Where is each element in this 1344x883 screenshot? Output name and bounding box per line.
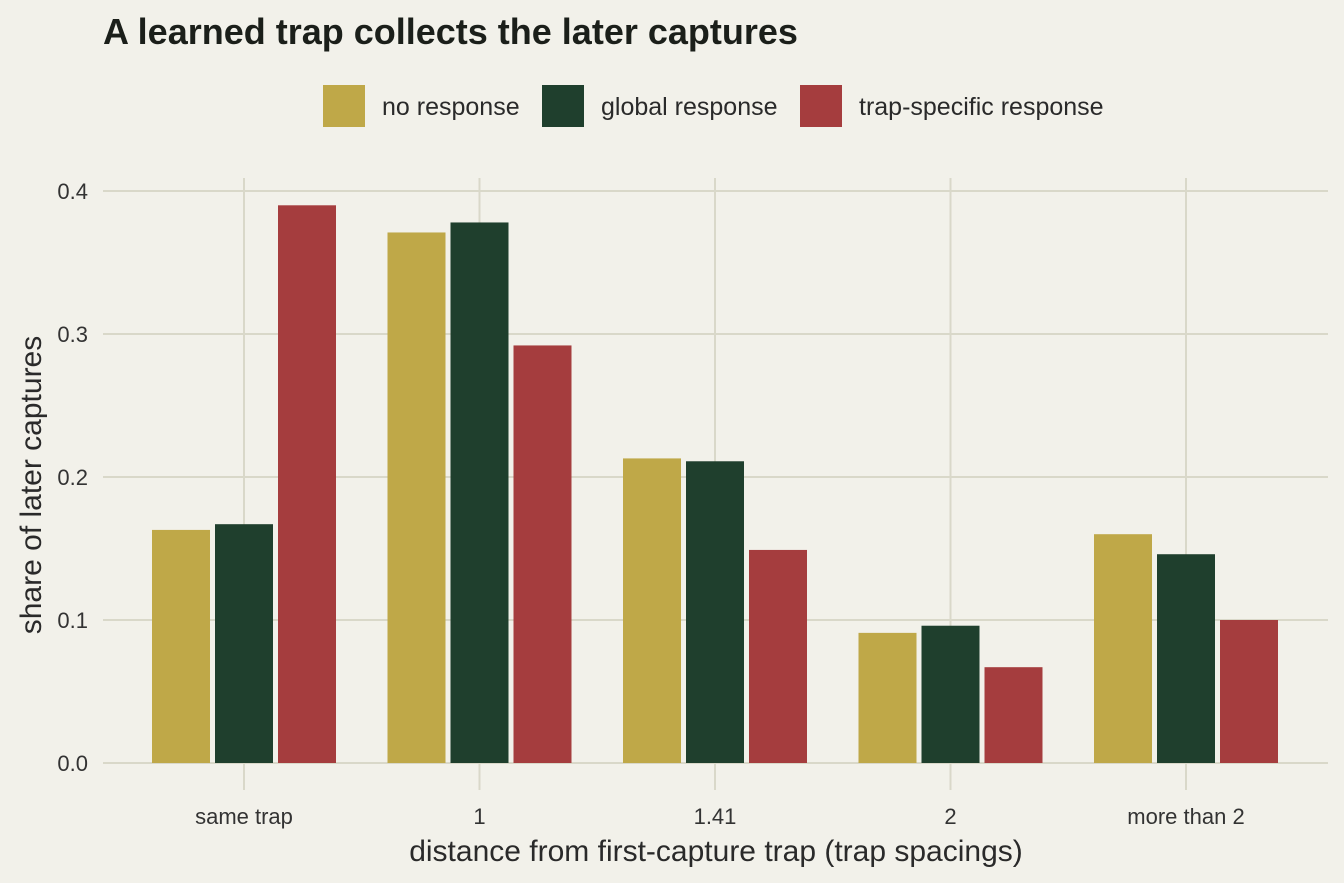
legend-swatch: [323, 85, 365, 127]
y-tick-label: 0.3: [57, 322, 88, 347]
x-tick-label: 2: [944, 804, 956, 829]
bar: [278, 205, 336, 764]
chart-title: A learned trap collects the later captur…: [103, 11, 798, 52]
legend-label: trap-specific response: [859, 93, 1104, 121]
legend-swatch: [542, 85, 584, 127]
legend-label: no response: [382, 93, 520, 121]
bar: [215, 524, 273, 763]
bar: [1094, 534, 1152, 763]
bar: [921, 625, 980, 763]
y-tick-label: 0.1: [57, 608, 88, 633]
y-tick-label: 0.2: [57, 465, 88, 490]
bar: [387, 232, 446, 764]
bar: [513, 345, 572, 763]
bar: [1220, 620, 1278, 763]
bar: [749, 549, 807, 763]
bar: [450, 222, 509, 763]
y-tick-label: 0.0: [57, 751, 88, 776]
bars: [152, 205, 1278, 764]
y-axis-ticks: 0.0 0.1 0.2 0.3 0.4: [57, 179, 88, 776]
bar: [1157, 554, 1215, 763]
x-axis-title: distance from first-capture trap (trap s…: [409, 835, 1023, 868]
x-tick-label: 1: [473, 804, 485, 829]
bar: [623, 458, 681, 763]
y-tick-label: 0.4: [57, 179, 88, 204]
bar: [152, 529, 210, 763]
x-tick-label: 1.41: [694, 804, 737, 829]
legend-swatch: [800, 85, 842, 127]
bar: [858, 632, 917, 763]
bar: [984, 667, 1043, 763]
x-tick-label: more than 2: [1127, 804, 1244, 829]
x-tick-label: same trap: [195, 804, 293, 829]
legend-label: global response: [601, 93, 778, 121]
legend: no response global response trap-specific …: [323, 85, 1104, 127]
y-axis-title: share of later captures: [15, 336, 48, 635]
x-axis-ticks: same trap 1 1.41 2 more than 2: [195, 804, 1245, 829]
bar: [686, 461, 744, 763]
